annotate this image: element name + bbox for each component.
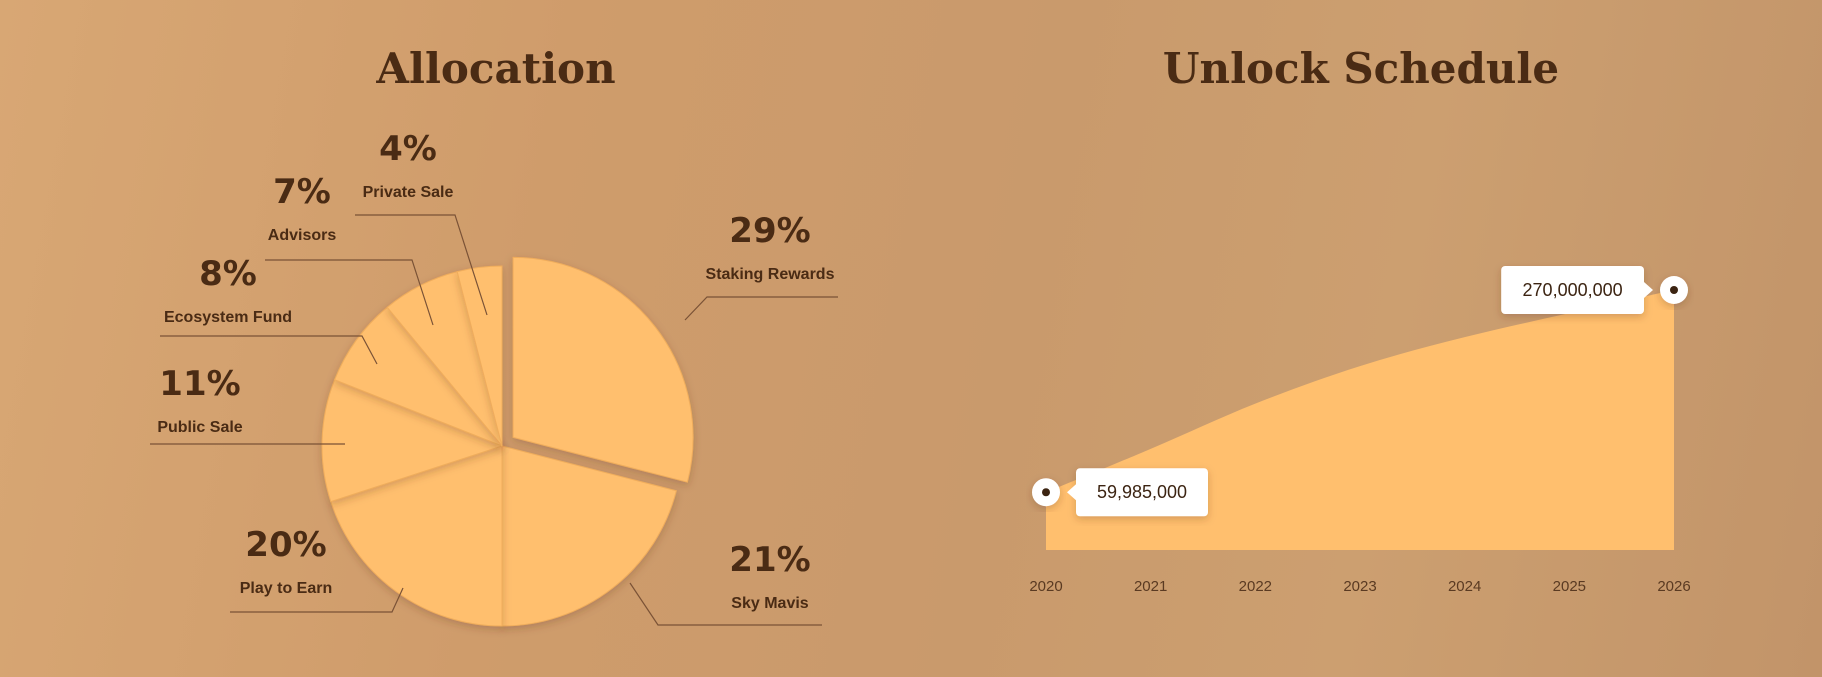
x-tick-2021: 2021 [1134,578,1167,595]
x-tick-2022: 2022 [1239,578,1272,595]
pie-slice-private-sale [456,265,503,447]
leader-line-ecosystem-fund [160,335,378,365]
tooltip-pointer-2026 [1644,282,1653,298]
slice-label-private-sale: Private Sale [363,184,454,201]
leader-line-sky-mavis [629,582,822,626]
allocation-pie: 29% Staking Rewards 21% Sky Mavis 20% Play to… [150,129,838,627]
slice-percent-private-sale: 4% [379,129,437,169]
slice-label-advisors: Advisors [268,227,337,244]
unlock-area-chart: 2020 2021 2022 2023 2024 2025 2026 59,985,000 27… [1029,266,1691,595]
tooltip-value-2020: 59,985,000 [1097,482,1187,502]
x-tick-2024: 2024 [1448,578,1481,595]
slice-label-play-to-earn: Play to Earn [240,580,332,597]
tooltip-box-2026 [1501,266,1644,314]
marker-dot-2026 [1670,286,1678,294]
leader-line-staking-rewards [684,296,838,321]
slice-label-ecosystem-fund: Ecosystem Fund [164,309,292,326]
tooltip-box-2020 [1076,468,1208,517]
slice-percent-play-to-earn: 20% [245,525,326,565]
slice-percent-advisors: 7% [273,172,331,212]
x-tick-2020: 2020 [1029,578,1062,595]
slice-label-staking-rewards: Staking Rewards [706,266,835,283]
allocation-title: Allocation [376,44,616,93]
tooltip-value-2026: 270,000,000 [1523,280,1623,300]
slice-percent-public-sale: 11% [159,364,240,404]
x-tick-2025: 2025 [1553,578,1586,595]
leader-line-advisors [265,259,434,326]
x-tick-2026: 2026 [1657,578,1690,595]
slice-percent-ecosystem-fund: 8% [199,254,257,294]
marker-dot-2020 [1042,488,1050,497]
slice-label-public-sale: Public Sale [157,419,242,436]
leader-line-private-sale [355,214,488,316]
tooltip-pointer-2020 [1067,484,1076,501]
slice-percent-sky-mavis: 21% [729,540,810,580]
pie-slice-sky-mavis [501,445,677,627]
unlock-schedule-title: Unlock Schedule [1162,44,1560,93]
leader-line-play-to-earn [230,587,404,613]
pie-slice-play-to-earn [330,445,503,627]
pie-slice-ecosystem-fund [333,306,503,447]
pie-slice-public-sale [321,379,504,503]
pie-slice-staking-rewards [512,256,694,483]
slice-percent-staking-rewards: 29% [729,211,810,251]
slice-label-sky-mavis: Sky Mavis [731,595,808,612]
x-tick-2023: 2023 [1343,578,1376,595]
